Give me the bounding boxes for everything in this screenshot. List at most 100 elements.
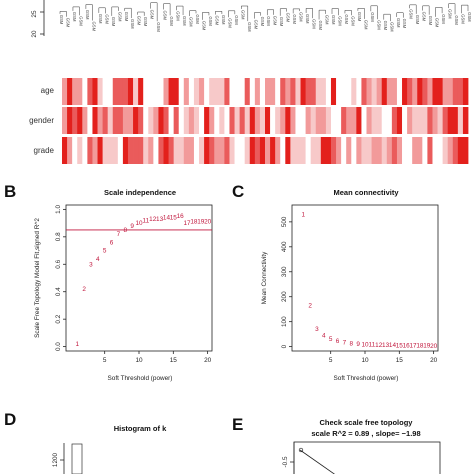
dendrogram-leaf-label: GSM bbox=[201, 21, 206, 31]
dendrogram-leaf-label: GSM bbox=[176, 11, 181, 21]
heatmap-cell bbox=[122, 78, 129, 105]
dendrogram-leaf-label: GSM bbox=[422, 12, 427, 22]
y-axis-ticks: 0 100 200 300 400 500 bbox=[281, 216, 292, 348]
data-point-label: 9 bbox=[130, 223, 134, 230]
heatmap-cell bbox=[183, 78, 190, 105]
heatmap-cell bbox=[148, 137, 154, 164]
dendrogram-leaf-label: GSM bbox=[441, 14, 446, 24]
data-point-label: 19 bbox=[197, 219, 205, 226]
data-point-label: 9 bbox=[356, 341, 360, 348]
y-tick-label: 0 bbox=[281, 344, 288, 348]
heatmap-cell bbox=[280, 107, 286, 134]
heatmap-cell bbox=[381, 107, 388, 134]
dendrogram-leaf-label: GSM bbox=[435, 18, 440, 28]
heatmap-cell bbox=[193, 78, 200, 105]
heatmap-cell bbox=[173, 78, 180, 105]
x-tick-label: 20 bbox=[430, 357, 438, 364]
heatmap-cell bbox=[82, 137, 88, 164]
heatmap-cell bbox=[346, 107, 352, 134]
data-point-label: 11 bbox=[143, 217, 150, 224]
heatmap-cell bbox=[204, 137, 210, 164]
fit-line bbox=[299, 449, 335, 474]
dendrogram-branch bbox=[279, 8, 287, 16]
dendrogram-leaf-label: GSM bbox=[312, 19, 317, 29]
heatmap-cell bbox=[153, 107, 159, 134]
heatmap-cell bbox=[82, 107, 88, 134]
heatmap-cell bbox=[366, 107, 372, 134]
heatmap-cell bbox=[270, 107, 276, 134]
heatmap-cell bbox=[244, 78, 251, 105]
heatmap-cell bbox=[173, 107, 180, 134]
y-tick-label: 300 bbox=[281, 266, 288, 277]
heatmap-cell bbox=[412, 107, 418, 134]
dendrogram-leaf-label: GSM bbox=[117, 12, 122, 22]
heatmap-cell bbox=[112, 137, 119, 164]
heatmap-cell bbox=[67, 107, 73, 134]
heatmap-cell bbox=[356, 137, 362, 164]
panel-letter-e: E bbox=[232, 415, 243, 434]
heatmap-cell bbox=[442, 78, 449, 105]
dendrogram-tick-label: 20 bbox=[31, 30, 38, 38]
heatmap-cell bbox=[97, 78, 103, 105]
heatmap-cell bbox=[270, 78, 276, 105]
heatmap-cell bbox=[325, 107, 332, 134]
heatmap-cell bbox=[295, 137, 301, 164]
heatmap-cell bbox=[163, 78, 169, 105]
data-point-label: 3 bbox=[89, 261, 93, 268]
heatmap-cell bbox=[204, 107, 210, 134]
data-point-label: 18 bbox=[190, 219, 198, 226]
heatmap-cell bbox=[72, 137, 78, 164]
x-axis-ticks: 5 10 15 20 bbox=[329, 351, 438, 364]
data-point-label: 15 bbox=[396, 342, 404, 349]
heatmap-cell bbox=[275, 78, 281, 105]
x-tick-label: 20 bbox=[204, 357, 212, 364]
dendrogram-leaf-label: GSM bbox=[396, 18, 401, 28]
heatmap-cell bbox=[361, 107, 367, 134]
panel-d: D Histogram of k 1200 bbox=[4, 410, 167, 474]
heatmap-cell bbox=[315, 107, 322, 134]
heatmap-cell bbox=[315, 137, 322, 164]
heatmap-cell bbox=[173, 137, 180, 164]
dendrogram-leaf-label: GSM bbox=[124, 12, 129, 22]
heatmap-cell bbox=[300, 107, 306, 134]
dendrogram-leaf-label: GSM bbox=[247, 22, 252, 32]
heatmap-cell bbox=[148, 78, 154, 105]
dendrogram-branch bbox=[202, 12, 210, 20]
heatmap-cell bbox=[386, 78, 393, 105]
chart-subtitle: scale R^2 = 0.89 , slope= −1.98 bbox=[311, 429, 420, 438]
heatmap-cell bbox=[87, 137, 93, 164]
heatmap-cell bbox=[325, 78, 332, 105]
heatmap-cell bbox=[386, 137, 393, 164]
chart-title: Histogram of k bbox=[114, 424, 167, 433]
heatmap-cell bbox=[163, 137, 169, 164]
heatmap-cell bbox=[265, 78, 271, 105]
heatmap-cell bbox=[143, 78, 149, 105]
heatmap-cell bbox=[366, 78, 372, 105]
heatmap-cell bbox=[422, 78, 428, 105]
y-axis-label: Mean Connectivity bbox=[261, 251, 268, 304]
heatmap-cell bbox=[199, 78, 205, 105]
heatmap-cell bbox=[234, 78, 241, 105]
dendrogram-leaf-label: GSM bbox=[91, 22, 96, 32]
heatmap-cell bbox=[259, 107, 266, 134]
x-axis-ticks: 5 10 15 20 bbox=[103, 351, 212, 364]
heatmap-cell bbox=[290, 107, 296, 134]
heatmap-cell bbox=[229, 137, 235, 164]
heatmap-cell bbox=[427, 107, 433, 134]
heatmap-cell bbox=[462, 137, 469, 164]
heatmap-cell bbox=[310, 137, 317, 164]
x-tick-label: 10 bbox=[135, 357, 143, 364]
data-point-label: 10 bbox=[361, 341, 369, 348]
dendrogram-branch bbox=[461, 4, 469, 14]
panel-b: B Scale independence 5 10 15 20 0.00.20.40.… bbox=[4, 182, 213, 382]
heatmap-cell bbox=[407, 78, 413, 105]
heatmap-cell bbox=[107, 137, 114, 164]
dendrogram-leaf-label: GSM bbox=[65, 18, 70, 28]
heatmap-cell bbox=[133, 78, 139, 105]
heatmap-cell bbox=[183, 107, 190, 134]
dendrogram-leaf-label: GSM bbox=[59, 15, 64, 25]
y-tick-label: 400 bbox=[281, 241, 288, 252]
heatmap-cell bbox=[280, 78, 286, 105]
heatmap-cell bbox=[437, 137, 444, 164]
heatmap-cell bbox=[300, 137, 306, 164]
